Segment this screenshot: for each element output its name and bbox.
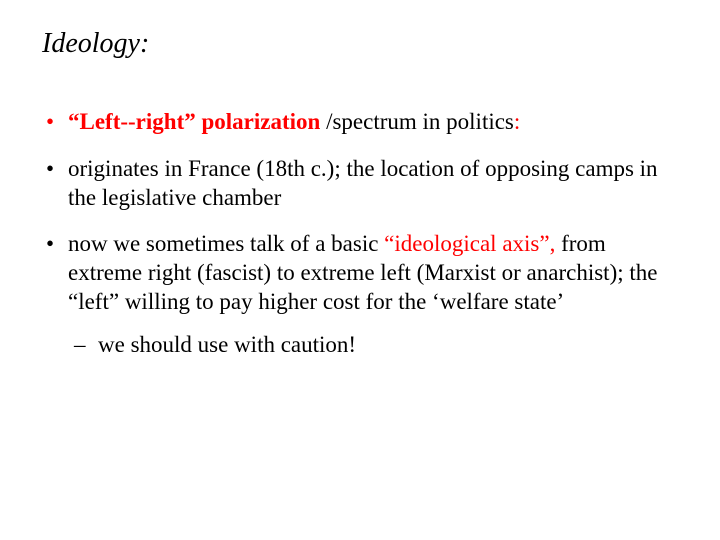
bullet-2-text: originates in France (18th c.); the loca… [68,156,658,210]
slide-title: Ideology: [42,28,680,60]
sub-bullet-list: we should use with caution! [68,331,670,360]
bullet-3-red: “ideological axis”, [384,231,555,256]
bullet-1-colon: : [514,109,520,134]
bullet-item-2: originates in France (18th c.); the loca… [68,155,680,213]
bullet-1-plain: /spectrum in politics [326,109,514,134]
bullet-1-bold-red: “Left--right” polarization [68,109,326,134]
sub-bullet-1: we should use with caution! [98,331,670,360]
bullet-item-1: “Left--right” polarization /spectrum in … [68,108,680,137]
bullet-list: “Left--right” polarization /spectrum in … [40,108,680,359]
bullet-3-part1: now we sometimes talk of a basic [68,231,384,256]
sub-bullet-1-text: we should use with caution! [98,332,356,357]
bullet-item-3: now we sometimes talk of a basic “ideolo… [68,230,680,359]
